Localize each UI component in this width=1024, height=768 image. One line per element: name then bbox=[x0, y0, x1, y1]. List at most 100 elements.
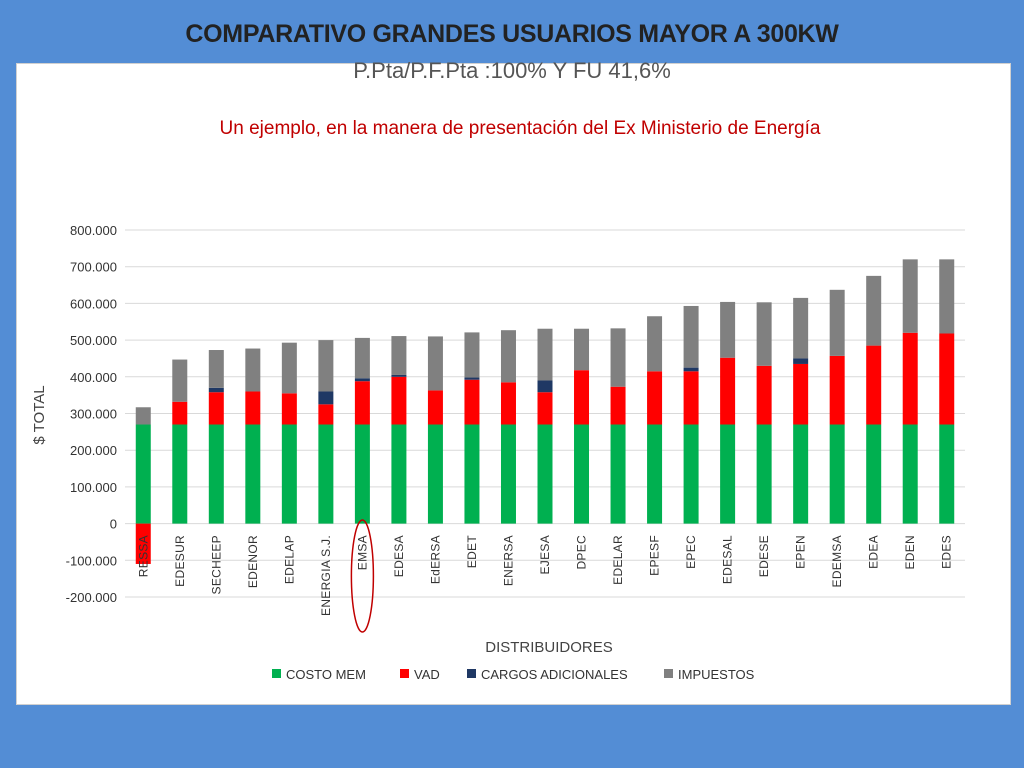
y-axis-title: $ TOTAL bbox=[31, 385, 48, 444]
legend-label: COSTO MEM bbox=[286, 667, 366, 682]
bar-segment bbox=[574, 424, 590, 524]
x-category-label: EDELAR bbox=[611, 535, 625, 585]
bar-segment bbox=[208, 424, 224, 524]
y-tick-label: 600.000 bbox=[70, 296, 117, 311]
bar-segment bbox=[647, 316, 663, 372]
legend-swatch bbox=[272, 669, 281, 678]
bar-segment bbox=[208, 387, 224, 393]
bar-segment bbox=[866, 345, 882, 425]
x-category-label: ENERSA bbox=[501, 535, 515, 586]
emsa-highlight-circle bbox=[350, 519, 375, 633]
y-tick-label: -200.000 bbox=[66, 590, 117, 605]
x-category-label: EDEA bbox=[867, 535, 881, 569]
x-category-label: RESSA bbox=[136, 535, 150, 577]
y-tick-label: 0 bbox=[110, 517, 117, 532]
bar-segment bbox=[464, 332, 480, 378]
x-category-label: EDENOR bbox=[246, 535, 260, 588]
bar-segment bbox=[354, 378, 370, 382]
bar-segment bbox=[500, 382, 516, 425]
legend-label: IMPUESTOS bbox=[678, 667, 755, 682]
bar-segment bbox=[245, 391, 261, 425]
legend-swatch bbox=[467, 669, 476, 678]
bar-segment bbox=[391, 336, 407, 375]
bar-segment bbox=[793, 358, 809, 364]
x-category-label: EDESE bbox=[757, 535, 771, 577]
x-category-label: EDES bbox=[940, 535, 954, 569]
bar-segment bbox=[427, 390, 443, 425]
bar-segment bbox=[464, 379, 480, 425]
x-axis-title: DISTRIBUIDORES bbox=[485, 639, 613, 656]
bar-segment bbox=[537, 380, 553, 393]
bar-segment bbox=[172, 359, 188, 402]
x-category-label: ENERGIA S.J. bbox=[319, 535, 333, 616]
x-category-label: EDEMSA bbox=[830, 535, 844, 587]
x-category-label: EPEN bbox=[794, 535, 808, 569]
y-tick-label: 300.000 bbox=[70, 407, 117, 422]
bar-segment bbox=[208, 392, 224, 425]
bar-segment bbox=[793, 363, 809, 425]
bar-segment bbox=[391, 374, 407, 377]
bar-segment bbox=[683, 371, 699, 425]
bar-segment bbox=[756, 302, 772, 366]
presentation-note: Un ejemplo, en la manera de presentación… bbox=[219, 118, 821, 139]
bar-segment bbox=[574, 370, 590, 425]
bar-segment bbox=[829, 355, 845, 425]
bar-segment bbox=[464, 377, 480, 380]
bar-segment bbox=[756, 365, 772, 425]
bar-segment bbox=[610, 424, 626, 524]
x-category-label: EDESA bbox=[392, 535, 406, 577]
bar-segment bbox=[318, 340, 334, 392]
bar-segment bbox=[500, 330, 516, 383]
bar-segment bbox=[391, 424, 407, 524]
legend-swatch bbox=[400, 669, 409, 678]
legend-label: CARGOS ADICIONALES bbox=[481, 667, 628, 682]
legend-swatch bbox=[664, 669, 673, 678]
bar-segment bbox=[354, 381, 370, 425]
x-category-label: EDESUR bbox=[173, 535, 187, 587]
bar-segment bbox=[720, 357, 736, 425]
y-tick-label: 400.000 bbox=[70, 370, 117, 385]
bar-segment bbox=[135, 424, 151, 524]
x-category-label: EPESF bbox=[648, 535, 662, 576]
bar-segment bbox=[318, 424, 334, 524]
bar-segment bbox=[391, 376, 407, 425]
bar-segment bbox=[500, 424, 516, 524]
bar-segment bbox=[281, 424, 297, 524]
x-category-label: EPEC bbox=[684, 535, 698, 569]
bar-segment bbox=[537, 328, 553, 381]
x-category-label: EDEN bbox=[903, 535, 917, 570]
chart-title: COMPARATIVO GRANDES USUARIOS MAYOR A 300… bbox=[185, 20, 839, 48]
bar-segment bbox=[902, 259, 918, 333]
bar-segment bbox=[281, 393, 297, 425]
bar-segment bbox=[172, 401, 188, 425]
bar-segment bbox=[683, 424, 699, 524]
chart-subtitle: P.Pta/P.F.Pta :100% Y FU 41,6% bbox=[353, 58, 671, 83]
x-category-label: EJESA bbox=[538, 535, 552, 575]
bar-segment bbox=[427, 424, 443, 524]
bar-segment bbox=[610, 386, 626, 425]
bar-segment bbox=[683, 305, 699, 368]
x-category-label: EDET bbox=[465, 535, 479, 569]
y-tick-label: 800.000 bbox=[70, 223, 117, 238]
bar-segment bbox=[829, 289, 845, 356]
x-category-label: DPEC bbox=[575, 535, 589, 570]
bar-segment bbox=[866, 424, 882, 524]
bar-segment bbox=[172, 424, 188, 524]
bar-segment bbox=[756, 424, 772, 524]
bar-segment bbox=[354, 424, 370, 524]
y-tick-label: 700.000 bbox=[70, 260, 117, 275]
bar-segment bbox=[647, 371, 663, 425]
bar-segment bbox=[866, 275, 882, 346]
bar-segment bbox=[208, 350, 224, 388]
bar-segment bbox=[939, 424, 955, 524]
x-category-label: EMSA bbox=[355, 535, 369, 570]
bar-segment bbox=[464, 424, 480, 524]
bar-segment bbox=[939, 333, 955, 425]
bar-segment bbox=[939, 259, 955, 334]
y-axis-ticks: 800.000 700.000 600.000 500.000 400.000 300.0… bbox=[66, 223, 117, 605]
legend-label: VAD bbox=[414, 667, 440, 682]
bar-segment bbox=[354, 337, 370, 379]
x-axis-categories: RESSA EDESUR SECHEEP EDENOR EDELAP ENERGIA S.… bbox=[136, 535, 953, 616]
bar-segment bbox=[245, 348, 261, 392]
bar-segment bbox=[720, 301, 736, 358]
